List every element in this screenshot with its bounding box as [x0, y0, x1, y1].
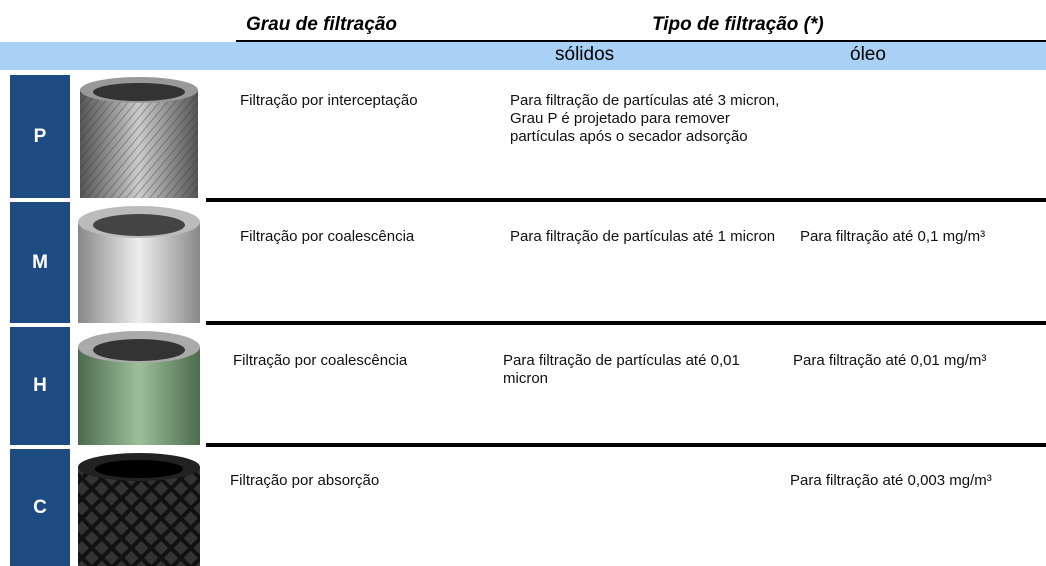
- oil: Para filtração até 0,01 mg/m³: [793, 352, 987, 369]
- filter-image: [78, 331, 200, 445]
- solids: Para filtração de partículas até 0,01 mi…: [503, 352, 740, 387]
- oil: Para filtração até 0,003 mg/m³: [790, 472, 992, 489]
- header-solids: sólidos: [555, 44, 615, 65]
- filter-image: [80, 77, 198, 198]
- filtration: Filtração por coalescência: [240, 228, 415, 245]
- row-rule: [206, 443, 1046, 447]
- row-rule: [206, 321, 1046, 325]
- oil: Para filtração até 0,1 mg/m³: [800, 228, 986, 245]
- filter-image: [78, 453, 200, 566]
- header-oil: óleo: [850, 44, 886, 65]
- row-rule: [206, 198, 1046, 202]
- filter-image: [78, 206, 200, 323]
- filtration: Filtração por coalescência: [233, 352, 408, 369]
- solids: Para filtração de partículas até 3 micro…: [510, 92, 780, 145]
- header-grade: Grau de filtração: [246, 14, 397, 35]
- subheader-band: [0, 42, 1046, 70]
- solids: Para filtração de partículas até 1 micro…: [510, 228, 776, 245]
- grade-tag: C: [10, 449, 70, 566]
- header-underline: [236, 40, 1046, 42]
- grade-tag: P: [10, 75, 70, 198]
- grade-tag: M: [10, 202, 70, 323]
- header-type: Tipo de filtração (*): [652, 14, 824, 35]
- filtration: Filtração por absorção: [230, 472, 380, 489]
- grade-tag: H: [10, 327, 70, 445]
- filtration: Filtração por interceptação: [240, 92, 418, 109]
